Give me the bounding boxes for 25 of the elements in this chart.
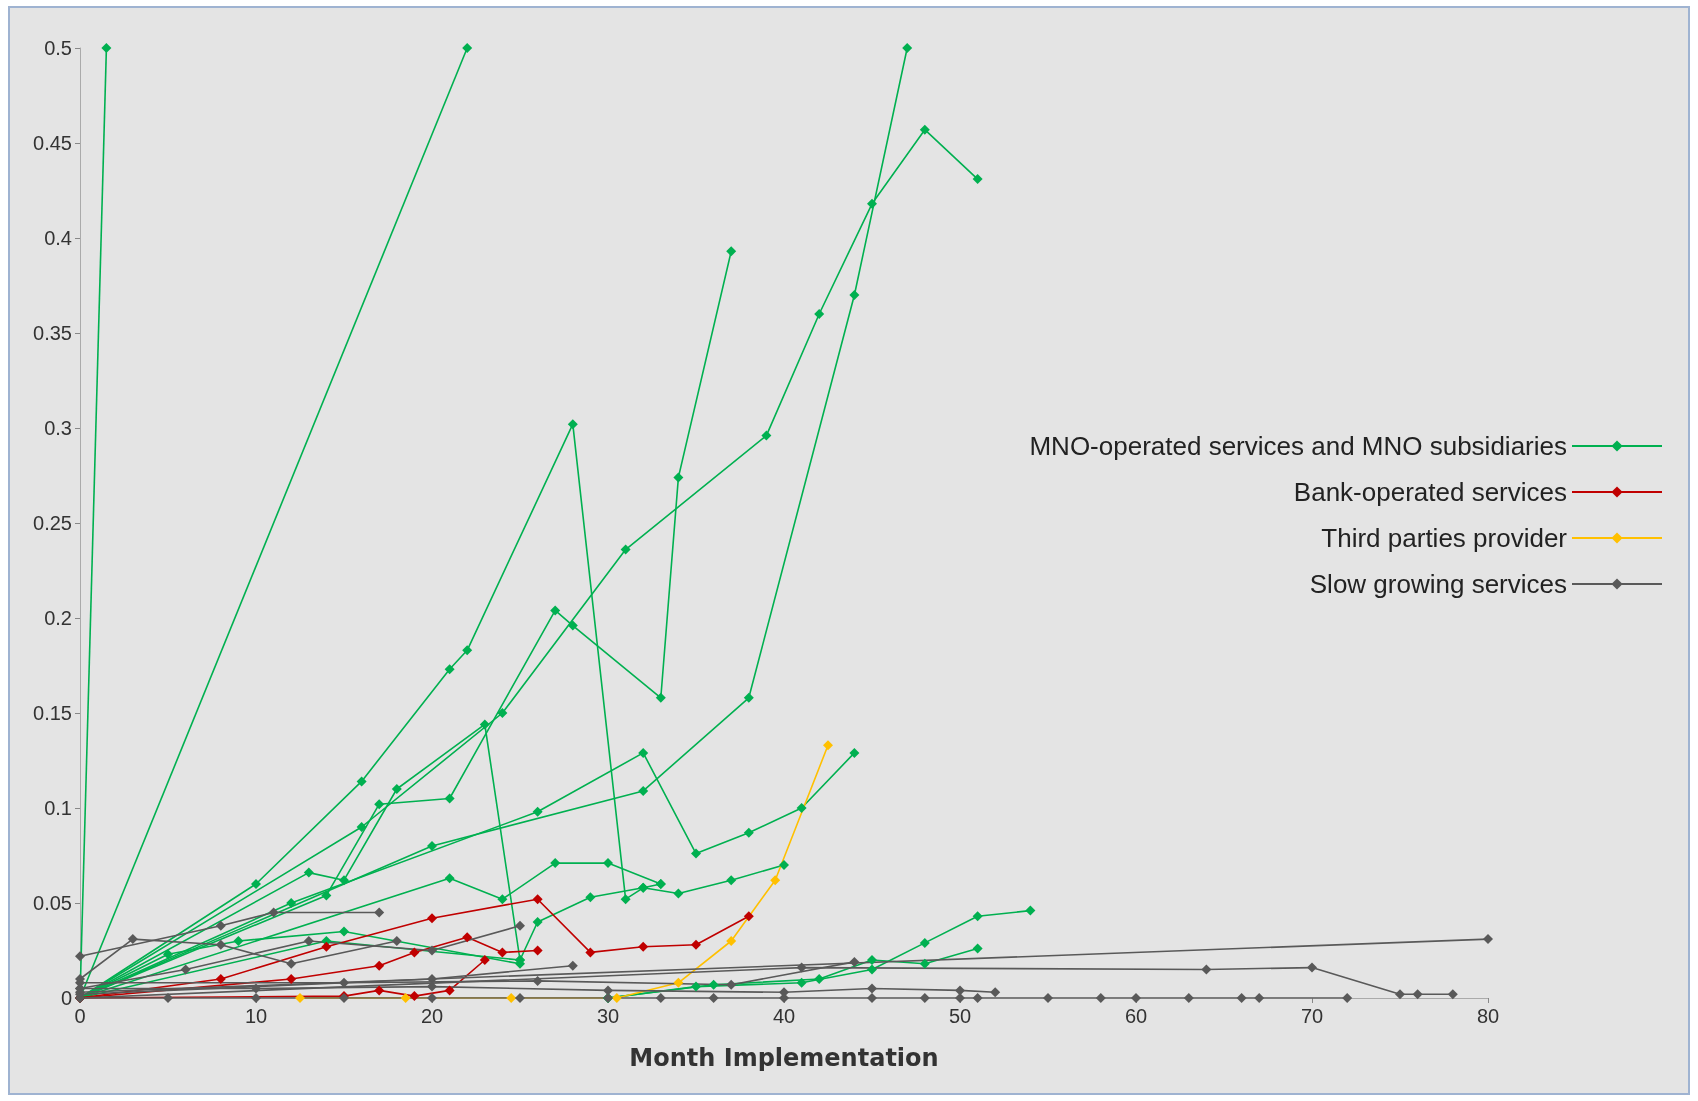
y-tick-label: 0.3	[44, 417, 72, 439]
x-tick-label: 50	[948, 1005, 972, 1027]
y-tick-label: 0	[60, 987, 72, 1009]
y-tick-label: 0.4	[44, 227, 72, 249]
legend-label: Slow growing services	[1309, 569, 1567, 599]
x-tick-label: 20	[420, 1005, 444, 1027]
x-tick-label: 30	[596, 1005, 620, 1027]
y-tick-label: 0.45	[33, 132, 72, 154]
y-tick-label: 0.25	[33, 512, 72, 534]
y-tick-label: 0.15	[33, 702, 72, 724]
legend-label: Bank-operated services	[1293, 477, 1567, 507]
x-tick-label: 0	[74, 1005, 86, 1027]
legend-label: MNO-operated services and MNO subsidiaries	[1029, 431, 1567, 461]
y-tick-label: 0.2	[44, 607, 72, 629]
x-tick-label: 70	[1300, 1005, 1324, 1027]
x-axis-title: Month Implementation	[629, 1044, 939, 1072]
x-tick-label: 80	[1476, 1005, 1500, 1027]
x-tick-label: 10	[244, 1005, 268, 1027]
legend-label: Third parties provider	[1321, 523, 1568, 553]
y-tick-label: 0.35	[33, 322, 72, 344]
x-tick-label: 60	[1124, 1005, 1148, 1027]
y-tick-label: 0.5	[44, 37, 72, 59]
x-tick-label: 40	[772, 1005, 796, 1027]
y-tick-label: 0.05	[33, 892, 72, 914]
y-tick-label: 0.1	[44, 797, 72, 819]
